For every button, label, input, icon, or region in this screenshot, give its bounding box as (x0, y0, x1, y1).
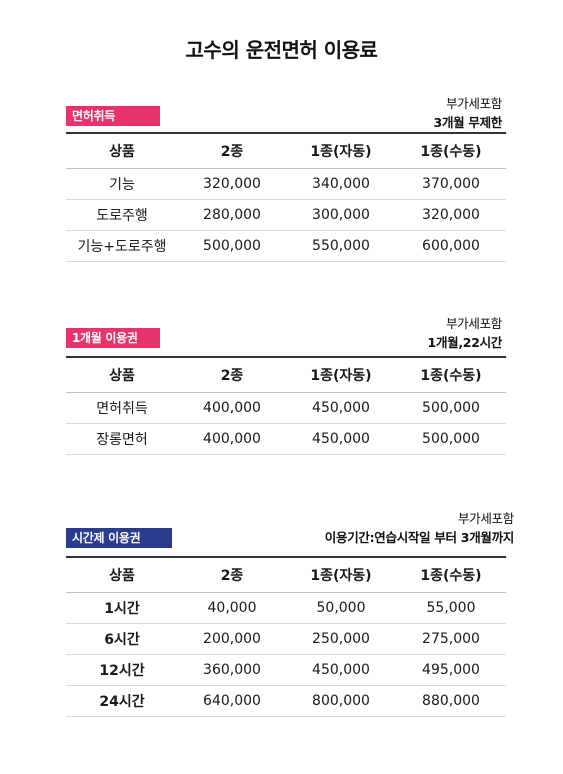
table-row: 도로주행 280,000 300,000 320,000 (66, 199, 506, 231)
price-table: 상품 2종 1종(자동) 1종(수동) 기능 320,000 340,000 3… (66, 132, 506, 262)
table-row: 면허취득 400,000 450,000 500,000 (66, 392, 506, 424)
price-cell: 40,000 (178, 592, 286, 624)
period-note: 이용기간:연습시작일 부터 3개월까지 (324, 530, 515, 545)
vat-note: 부가세포함 (445, 316, 502, 331)
product-name: 기능 (66, 168, 178, 200)
price-cell: 450,000 (286, 654, 396, 686)
header-cell: 1종(수동) (396, 356, 506, 393)
header-cell: 상품 (66, 356, 178, 393)
price-cell: 200,000 (178, 623, 286, 655)
header-cell: 상품 (66, 132, 178, 169)
header-cell: 상품 (66, 556, 178, 593)
header-cell: 2종 (178, 556, 286, 593)
table-row: 6시간 200,000 250,000 275,000 (66, 623, 506, 655)
product-name: 도로주행 (66, 199, 178, 231)
price-cell: 360,000 (178, 654, 286, 686)
header-cell: 1종(수동) (396, 132, 506, 169)
price-cell: 400,000 (178, 392, 286, 424)
price-table: 상품 2종 1종(자동) 1종(수동) 면허취득 400,000 450,000… (66, 356, 506, 455)
product-name: 1시간 (66, 592, 178, 624)
price-cell: 320,000 (178, 168, 286, 200)
vat-note: 부가세포함 (457, 511, 514, 526)
price-cell: 800,000 (286, 685, 396, 717)
table-row: 24시간 640,000 800,000 880,000 (66, 685, 506, 717)
header-cell: 2종 (178, 132, 286, 169)
price-cell: 500,000 (178, 230, 286, 262)
header-cell: 2종 (178, 356, 286, 393)
period-note: 3개월 무제한 (433, 115, 503, 130)
table-header-row: 상품 2종 1종(자동) 1종(수동) (66, 556, 506, 593)
product-name: 6시간 (66, 623, 178, 655)
product-name: 면허취득 (66, 392, 178, 424)
price-cell: 450,000 (286, 423, 396, 455)
section-note: 부가세포함 1개월,22시간 (427, 314, 503, 352)
header-cell: 1종(자동) (286, 556, 396, 593)
price-cell: 320,000 (396, 199, 506, 231)
price-cell: 450,000 (286, 392, 396, 424)
table-header-row: 상품 2종 1종(자동) 1종(수동) (66, 132, 506, 169)
badge-monthly-pass: 1개월 이용권 (66, 328, 160, 348)
price-cell: 600,000 (396, 230, 506, 262)
price-cell: 550,000 (286, 230, 396, 262)
product-name: 24시간 (66, 685, 178, 717)
product-name: 장롱면허 (66, 423, 178, 455)
badge-license: 면허취득 (66, 106, 160, 126)
section-note: 부가세포함 3개월 무제한 (433, 94, 503, 132)
price-cell: 250,000 (286, 623, 396, 655)
header-cell: 1종(자동) (286, 356, 396, 393)
table-row: 장롱면허 400,000 450,000 500,000 (66, 423, 506, 455)
table-row: 1시간 40,000 50,000 55,000 (66, 592, 506, 624)
price-cell: 275,000 (396, 623, 506, 655)
table-row: 12시간 360,000 450,000 495,000 (66, 654, 506, 686)
price-cell: 55,000 (396, 592, 506, 624)
price-cell: 640,000 (178, 685, 286, 717)
product-name: 기능+도로주행 (66, 230, 178, 262)
table-row: 기능+도로주행 500,000 550,000 600,000 (66, 230, 506, 262)
table-row: 기능 320,000 340,000 370,000 (66, 168, 506, 200)
price-cell: 880,000 (396, 685, 506, 717)
price-cell: 340,000 (286, 168, 396, 200)
price-cell: 50,000 (286, 592, 396, 624)
price-cell: 280,000 (178, 199, 286, 231)
page-title: 고수의 운전면허 이용료 (185, 38, 378, 62)
product-name: 12시간 (66, 654, 178, 686)
vat-note: 부가세포함 (445, 96, 502, 111)
price-table: 상품 2종 1종(자동) 1종(수동) 1시간 40,000 50,000 55… (66, 556, 506, 717)
price-cell: 500,000 (396, 392, 506, 424)
period-note: 1개월,22시간 (427, 335, 503, 350)
badge-hourly-pass: 시간제 이용권 (66, 528, 172, 548)
price-cell: 495,000 (396, 654, 506, 686)
header-cell: 1종(수동) (396, 556, 506, 593)
header-cell: 1종(자동) (286, 132, 396, 169)
price-cell: 500,000 (396, 423, 506, 455)
price-cell: 370,000 (396, 168, 506, 200)
section-note: 부가세포함 이용기간:연습시작일 부터 3개월까지 (324, 509, 515, 547)
price-cell: 400,000 (178, 423, 286, 455)
table-header-row: 상품 2종 1종(자동) 1종(수동) (66, 356, 506, 393)
price-cell: 300,000 (286, 199, 396, 231)
